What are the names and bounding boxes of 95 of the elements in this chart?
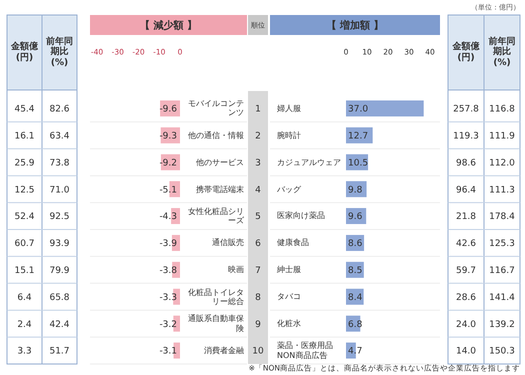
text: 28.6 xyxy=(456,292,476,303)
text: 前年同期比(%) xyxy=(45,36,74,68)
chart-title: 【 増加額 】 xyxy=(326,20,384,32)
text: 5 xyxy=(255,212,261,222)
text: 141.4 xyxy=(489,292,516,303)
y-tick-label: 消費者金融 xyxy=(204,346,244,356)
text: 96.4 xyxy=(456,185,476,196)
data-label: 8.6 xyxy=(348,239,363,250)
text: 金額億(円) xyxy=(10,42,39,63)
text: 24.0 xyxy=(456,320,476,330)
data-label: -3.1 xyxy=(159,346,177,357)
y-tick-label: 薬品・医療用品NON商品広告 xyxy=(277,341,334,360)
text: 21.8 xyxy=(456,212,476,222)
text: 15.1 xyxy=(14,266,35,276)
bar xyxy=(346,100,424,116)
text: 178.4 xyxy=(489,212,516,222)
y-tick-label: タバコ xyxy=(277,292,301,302)
y-tick-label: バッグ xyxy=(277,184,301,194)
text: 60.7 xyxy=(14,239,35,250)
text: 257.8 xyxy=(453,104,480,115)
text: 前年同期比(%) xyxy=(488,36,516,68)
text: 71.0 xyxy=(49,185,70,196)
text: 4 xyxy=(255,185,262,196)
text: 42.4 xyxy=(49,320,70,330)
text: 51.7 xyxy=(49,346,70,357)
text: 116.7 xyxy=(489,266,515,276)
y-tick-label: 携帯電話端末 xyxy=(196,184,244,194)
text: 52.4 xyxy=(14,212,35,222)
y-tick-label: 化粧品トイレタリー総合 xyxy=(187,288,244,306)
text: 139.2 xyxy=(489,320,515,330)
text: 6.4 xyxy=(17,292,32,303)
y-tick-label: 他の通信・情報 xyxy=(188,130,244,140)
data-label: 8.5 xyxy=(348,266,362,276)
y-tick-label: 紳士服 xyxy=(277,265,301,274)
data-label: -5.1 xyxy=(159,185,177,196)
text: 42.6 xyxy=(456,239,476,250)
text: 8 xyxy=(255,292,262,303)
text: 10 xyxy=(252,346,264,357)
text: 150.3 xyxy=(489,346,515,357)
data-label: 37.0 xyxy=(348,104,368,115)
y-tick-label: 映画 xyxy=(228,265,244,274)
text: 93.9 xyxy=(49,239,70,250)
text: 112.0 xyxy=(489,158,516,168)
text: 98.6 xyxy=(456,158,476,168)
y-tick-label: 女性化粧品シリーズ xyxy=(187,206,244,226)
text: 92.5 xyxy=(49,212,70,222)
text: 59.7 xyxy=(456,266,476,276)
data-label: 9.8 xyxy=(348,185,363,196)
y-tick-label: 他のサービス xyxy=(196,158,244,167)
text: 7 xyxy=(255,266,261,276)
data-label: -9.3 xyxy=(159,132,177,142)
text: 2 xyxy=(255,132,261,142)
chart-title: 【 減少額 】 xyxy=(140,20,197,32)
y-tick-label: モバイルコンテンツ xyxy=(187,99,244,118)
text: 63.4 xyxy=(49,132,70,142)
data-label: 10.5 xyxy=(348,158,368,168)
data-label: -4.3 xyxy=(159,212,177,222)
data-label: -9.6 xyxy=(159,104,178,115)
y-tick-label: 通販系自動車保険 xyxy=(187,314,244,333)
data-label: -3.9 xyxy=(159,239,178,250)
text: 119.3 xyxy=(453,132,479,142)
text: 1 xyxy=(255,104,261,115)
text: 16.1 xyxy=(14,132,35,142)
text: 82.6 xyxy=(49,104,70,115)
y-tick-label: 化粧水 xyxy=(277,319,301,328)
data-label: -3.3 xyxy=(159,292,177,303)
data-label: -3.8 xyxy=(159,266,178,276)
data-label: 12.7 xyxy=(348,132,368,142)
text: 金額億(円) xyxy=(452,42,480,63)
text: 2.4 xyxy=(17,320,32,330)
data-label: 8.4 xyxy=(348,292,363,303)
y-tick-label: 健康食品 xyxy=(277,238,309,248)
text: 79.9 xyxy=(49,266,70,276)
text: 73.8 xyxy=(49,158,70,168)
text: 45.4 xyxy=(14,104,35,115)
y-tick-label: 医家向け薬品 xyxy=(277,211,325,221)
text: 14.0 xyxy=(456,346,476,357)
data-label: -9.2 xyxy=(159,158,177,168)
text: 12.5 xyxy=(14,185,35,196)
text: 111.9 xyxy=(489,132,516,142)
data-label: 9.6 xyxy=(348,212,363,222)
y-tick-label: カジュアルウェア xyxy=(277,158,341,167)
y-tick-label: 通信販売 xyxy=(212,238,244,248)
y-tick-label: 腕時計 xyxy=(277,130,301,140)
y-tick-label: 婦人服 xyxy=(277,104,301,114)
text: 25.9 xyxy=(14,158,35,168)
text: 9 xyxy=(255,320,262,330)
text: 3 xyxy=(255,158,261,168)
text: 6 xyxy=(255,239,262,250)
text: 65.8 xyxy=(49,292,70,303)
text: 3.3 xyxy=(17,346,32,357)
text: 116.8 xyxy=(489,104,516,115)
text: 125.3 xyxy=(489,239,515,250)
data-label: -3.2 xyxy=(159,320,177,330)
text: 111.3 xyxy=(489,185,515,196)
